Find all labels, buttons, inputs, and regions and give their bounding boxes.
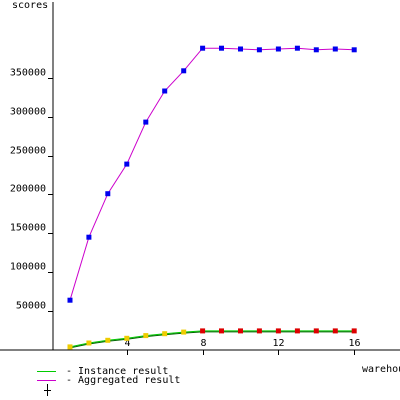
ticks: 50000 100000 150000 200000 250000 300000 35000…	[10, 68, 361, 355]
data-point	[162, 88, 168, 94]
x-tick-label: 8	[200, 338, 206, 349]
y-tick-label: 300000	[10, 107, 46, 118]
data-point	[67, 297, 73, 303]
data-point	[86, 234, 92, 240]
x-tick-label: 4	[124, 338, 130, 349]
data-point	[332, 328, 338, 334]
data-point	[238, 46, 243, 52]
data-point	[162, 331, 168, 337]
legend: - Instance result- Aggregated result	[37, 366, 180, 396]
data-point	[219, 328, 224, 334]
data-point	[275, 328, 281, 334]
data-point	[219, 45, 224, 51]
data-point	[86, 340, 92, 346]
y-tick-label: 350000	[10, 68, 46, 79]
data-point	[67, 344, 73, 350]
data-point	[105, 191, 111, 197]
y-tick-label: 50000	[16, 301, 46, 312]
data-point	[294, 45, 300, 51]
axes	[0, 2, 400, 351]
series-line	[69, 330, 355, 348]
data-point	[256, 328, 262, 334]
data-point	[238, 328, 243, 334]
data-point	[294, 328, 300, 334]
data-point	[105, 337, 111, 343]
data-point	[351, 328, 357, 334]
series-layer	[67, 45, 357, 350]
data-point	[256, 47, 262, 53]
x-axis-label: warehouses	[362, 364, 400, 375]
data-point	[143, 333, 149, 339]
data-point	[275, 46, 281, 52]
legend-label: - Instance result	[66, 366, 168, 377]
data-point	[351, 47, 357, 53]
data-point	[332, 46, 338, 52]
data-point	[124, 161, 130, 167]
legend-label: - Aggregated result	[66, 375, 180, 386]
y-tick-label: 200000	[10, 184, 46, 195]
y-axis-label: scores	[12, 0, 48, 11]
data-point	[313, 328, 319, 334]
data-point	[124, 335, 130, 341]
y-tick-label: 150000	[10, 223, 46, 234]
x-tick-label: 16	[348, 338, 360, 349]
data-point	[181, 68, 187, 74]
data-point	[200, 45, 206, 51]
data-point	[313, 47, 319, 53]
y-tick-label: 100000	[10, 262, 46, 273]
series-line-shadow	[69, 331, 355, 349]
x-tick-label: 12	[272, 338, 284, 349]
data-point	[143, 119, 149, 125]
y-tick-label: 250000	[10, 146, 46, 157]
series-1	[67, 328, 357, 350]
data-point	[200, 328, 206, 334]
series-0	[67, 45, 357, 303]
data-point	[181, 329, 187, 335]
series-line	[69, 47, 355, 301]
